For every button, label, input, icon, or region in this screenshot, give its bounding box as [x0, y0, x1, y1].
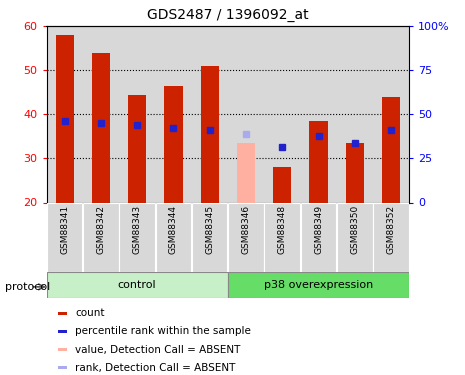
Text: GSM88345: GSM88345 — [205, 205, 214, 254]
Text: p38 overexpression: p38 overexpression — [264, 280, 373, 290]
Bar — [83, 202, 119, 272]
Bar — [58, 366, 67, 369]
Bar — [128, 94, 146, 202]
Bar — [58, 330, 67, 333]
Bar — [300, 26, 337, 202]
Text: GSM88344: GSM88344 — [169, 205, 178, 254]
Bar — [164, 86, 182, 202]
Bar — [228, 202, 264, 272]
Bar — [237, 143, 255, 202]
Bar — [83, 26, 119, 202]
Bar — [46, 26, 83, 202]
Bar — [337, 26, 373, 202]
Bar — [119, 26, 155, 202]
Bar — [301, 202, 336, 272]
Text: GSM88343: GSM88343 — [133, 205, 142, 254]
Bar — [58, 312, 67, 315]
Bar — [382, 97, 400, 202]
Text: GSM88352: GSM88352 — [386, 205, 396, 254]
Text: percentile rank within the sample: percentile rank within the sample — [75, 327, 251, 336]
Bar — [156, 202, 191, 272]
Text: GSM88349: GSM88349 — [314, 205, 323, 254]
Bar — [310, 121, 327, 202]
Text: control: control — [118, 280, 157, 290]
Text: value, Detection Call = ABSENT: value, Detection Call = ABSENT — [75, 345, 241, 354]
Text: protocol: protocol — [5, 282, 50, 292]
Bar — [47, 202, 82, 272]
Bar — [58, 348, 67, 351]
Text: GSM88346: GSM88346 — [241, 205, 251, 254]
Title: GDS2487 / 1396092_at: GDS2487 / 1396092_at — [147, 9, 309, 22]
Bar — [373, 202, 409, 272]
Text: GSM88342: GSM88342 — [96, 205, 106, 254]
Bar — [228, 26, 264, 202]
Text: GSM88341: GSM88341 — [60, 205, 69, 254]
Bar — [201, 66, 219, 203]
Bar — [192, 26, 228, 202]
Bar — [273, 167, 291, 202]
Bar — [265, 202, 300, 272]
Bar — [155, 26, 192, 202]
Text: rank, Detection Call = ABSENT: rank, Detection Call = ABSENT — [75, 363, 236, 372]
Bar — [264, 26, 300, 202]
Text: count: count — [75, 309, 105, 318]
Bar — [192, 202, 227, 272]
Bar — [345, 143, 364, 202]
Text: GSM88348: GSM88348 — [278, 205, 287, 254]
Bar — [55, 35, 73, 203]
Bar — [228, 272, 409, 298]
Bar — [92, 53, 110, 202]
Bar — [120, 202, 155, 272]
Bar — [337, 202, 372, 272]
Bar — [373, 26, 409, 202]
Bar — [46, 272, 228, 298]
Text: GSM88350: GSM88350 — [350, 205, 359, 254]
